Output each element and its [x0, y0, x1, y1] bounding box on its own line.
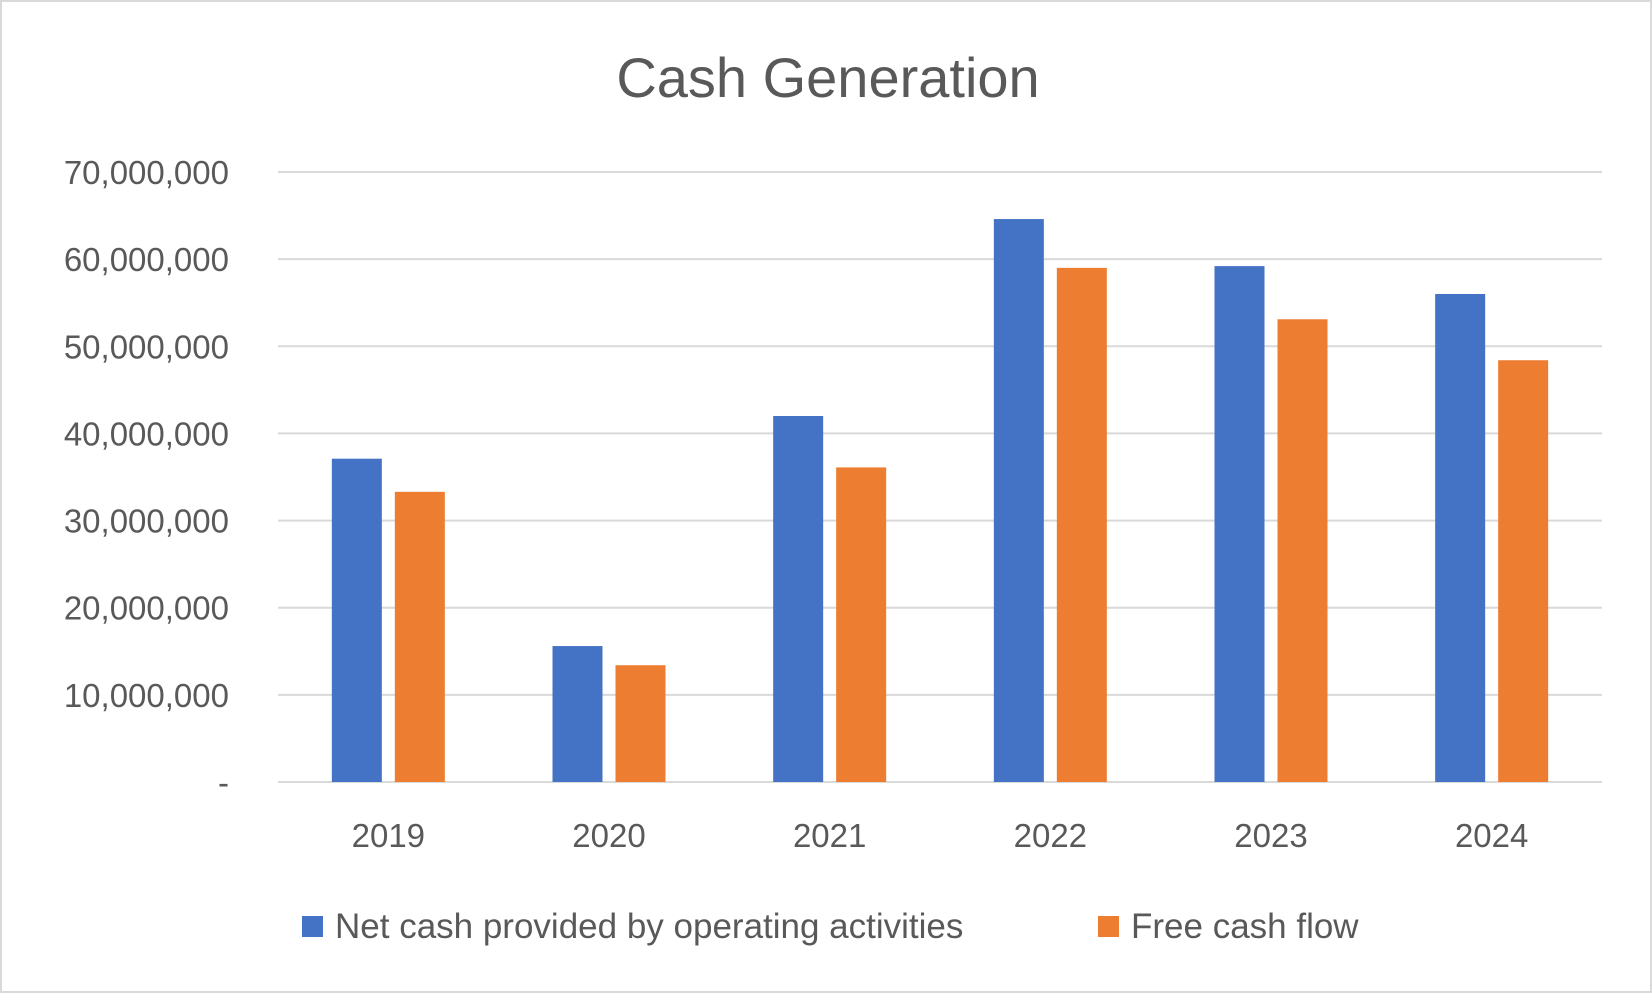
- x-tick-label: 2022: [1014, 817, 1087, 854]
- bar-series0-2020: [552, 646, 603, 782]
- y-tick-label: 40,000,000: [64, 415, 229, 452]
- y-tick-label: 30,000,000: [64, 503, 229, 540]
- bar-series0-2024: [1435, 294, 1486, 782]
- bar-series1-2022: [1056, 267, 1107, 782]
- x-tick-label: 2021: [793, 817, 866, 854]
- legend-swatch-series0: [302, 916, 323, 937]
- legend-swatch-series1: [1098, 916, 1119, 937]
- x-axis-ticks: 2019 2020 2021 2022 2023 2024: [352, 817, 1529, 854]
- y-axis-ticks: - 10,000,000 20,000,000 30,000,000 40,000,00…: [64, 154, 229, 801]
- y-tick-label: -: [218, 764, 229, 801]
- bar-series1-2020: [615, 665, 666, 782]
- bar-series1-2019: [394, 491, 445, 782]
- x-tick-label: 2020: [572, 817, 645, 854]
- legend-label-series1: Free cash flow: [1131, 907, 1359, 946]
- bar-series1-2021: [836, 467, 887, 782]
- y-tick-label: 60,000,000: [64, 241, 229, 278]
- bar-series0-2019: [331, 458, 382, 782]
- y-tick-label: 70,000,000: [64, 154, 229, 191]
- legend: Net cash provided by operating activitie…: [302, 907, 1359, 946]
- x-tick-label: 2024: [1455, 817, 1528, 854]
- x-tick-label: 2019: [352, 817, 425, 854]
- y-tick-label: 20,000,000: [64, 590, 229, 627]
- gridlines: [278, 171, 1602, 783]
- chart-title: Cash Generation: [616, 46, 1039, 109]
- bar-series1-2024: [1498, 360, 1549, 782]
- y-tick-label: 10,000,000: [64, 677, 229, 714]
- bar-series0-2021: [773, 416, 824, 782]
- bar-series1-2023: [1277, 319, 1328, 782]
- bar-series0-2022: [993, 219, 1044, 783]
- y-tick-label: 50,000,000: [64, 328, 229, 365]
- bar-series0-2023: [1214, 266, 1265, 783]
- x-tick-label: 2023: [1234, 817, 1307, 854]
- legend-label-series0: Net cash provided by operating activitie…: [335, 907, 963, 946]
- bars: [331, 219, 1549, 783]
